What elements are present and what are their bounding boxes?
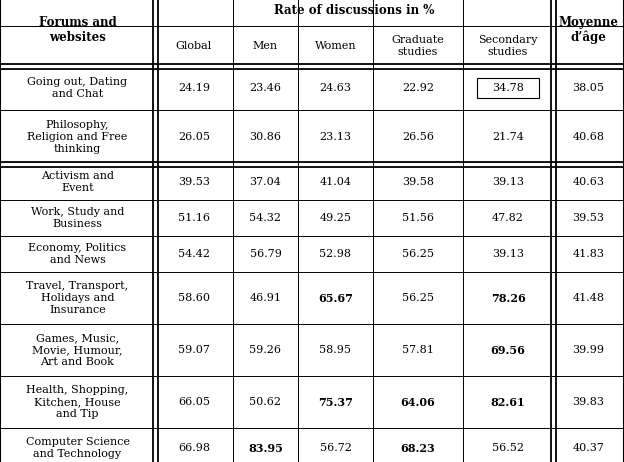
Text: 39.53: 39.53 bbox=[178, 177, 210, 187]
Text: 39.99: 39.99 bbox=[572, 345, 605, 355]
Text: Economy, Politics
and News: Economy, Politics and News bbox=[29, 243, 127, 265]
Text: 56.79: 56.79 bbox=[250, 249, 281, 259]
Text: 46.91: 46.91 bbox=[250, 293, 281, 303]
Text: Games, Music,
Movie, Humour,
Art and Book: Games, Music, Movie, Humour, Art and Boo… bbox=[32, 334, 123, 367]
Text: 40.68: 40.68 bbox=[572, 132, 605, 142]
Text: 39.83: 39.83 bbox=[572, 397, 605, 407]
Text: 41.04: 41.04 bbox=[319, 177, 351, 187]
Text: Activism and
Event: Activism and Event bbox=[41, 171, 114, 193]
Text: 21.74: 21.74 bbox=[492, 132, 524, 142]
Text: 78.26: 78.26 bbox=[490, 292, 525, 304]
Text: 58.60: 58.60 bbox=[178, 293, 210, 303]
Text: 56.25: 56.25 bbox=[402, 249, 434, 259]
Text: 40.63: 40.63 bbox=[572, 177, 605, 187]
Text: 54.42: 54.42 bbox=[178, 249, 210, 259]
Text: 66.98: 66.98 bbox=[178, 443, 210, 453]
Text: 30.86: 30.86 bbox=[250, 132, 281, 142]
Text: Going out, Dating
and Chat: Going out, Dating and Chat bbox=[27, 77, 127, 99]
Text: Men: Men bbox=[253, 41, 278, 51]
Text: 41.48: 41.48 bbox=[572, 293, 605, 303]
Text: 38.05: 38.05 bbox=[572, 83, 605, 93]
Text: 23.13: 23.13 bbox=[319, 132, 351, 142]
Text: Secondary
studies: Secondary studies bbox=[478, 35, 538, 57]
Text: 65.67: 65.67 bbox=[318, 292, 353, 304]
Text: Graduate
studies: Graduate studies bbox=[392, 35, 444, 57]
Text: 22.92: 22.92 bbox=[402, 83, 434, 93]
Text: 83.95: 83.95 bbox=[248, 443, 283, 454]
Text: Moyenne
d’âge: Moyenne d’âge bbox=[558, 16, 618, 44]
Text: 24.63: 24.63 bbox=[319, 83, 351, 93]
Text: 56.72: 56.72 bbox=[319, 443, 351, 453]
Text: 41.83: 41.83 bbox=[572, 249, 605, 259]
Bar bbox=[477, 78, 539, 98]
Text: 39.58: 39.58 bbox=[402, 177, 434, 187]
Text: 40.37: 40.37 bbox=[573, 443, 605, 453]
Text: Health, Shopping,
Kitchen, House
and Tip: Health, Shopping, Kitchen, House and Tip bbox=[26, 385, 129, 419]
Text: Rate of discussions in %: Rate of discussions in % bbox=[274, 4, 434, 17]
Text: Global: Global bbox=[176, 41, 212, 51]
Text: 39.13: 39.13 bbox=[492, 249, 524, 259]
Text: Philosophy,
Religion and Free
thinking: Philosophy, Religion and Free thinking bbox=[27, 121, 128, 153]
Text: 56.25: 56.25 bbox=[402, 293, 434, 303]
Text: 34.78: 34.78 bbox=[492, 83, 524, 93]
Text: 54.32: 54.32 bbox=[250, 213, 281, 223]
Text: 50.62: 50.62 bbox=[250, 397, 281, 407]
Text: 68.23: 68.23 bbox=[401, 443, 436, 454]
Text: 51.56: 51.56 bbox=[402, 213, 434, 223]
Text: 39.13: 39.13 bbox=[492, 177, 524, 187]
Text: 26.56: 26.56 bbox=[402, 132, 434, 142]
Text: Forums and
websites: Forums and websites bbox=[39, 16, 116, 44]
Text: 39.53: 39.53 bbox=[572, 213, 605, 223]
Text: 59.07: 59.07 bbox=[178, 345, 210, 355]
Text: 49.25: 49.25 bbox=[319, 213, 351, 223]
Text: 52.98: 52.98 bbox=[319, 249, 351, 259]
Text: 37.04: 37.04 bbox=[250, 177, 281, 187]
Text: 57.81: 57.81 bbox=[402, 345, 434, 355]
Text: Travel, Transport,
Holidays and
Insurance: Travel, Transport, Holidays and Insuranc… bbox=[26, 281, 129, 315]
Text: 64.06: 64.06 bbox=[401, 396, 436, 407]
Text: 26.05: 26.05 bbox=[178, 132, 210, 142]
Text: 59.26: 59.26 bbox=[250, 345, 281, 355]
Text: 47.82: 47.82 bbox=[492, 213, 524, 223]
Text: 75.37: 75.37 bbox=[318, 396, 353, 407]
Text: 56.52: 56.52 bbox=[492, 443, 524, 453]
Text: 51.16: 51.16 bbox=[178, 213, 210, 223]
Text: 23.46: 23.46 bbox=[250, 83, 281, 93]
Text: Women: Women bbox=[314, 41, 356, 51]
Text: 66.05: 66.05 bbox=[178, 397, 210, 407]
Text: 58.95: 58.95 bbox=[319, 345, 351, 355]
Text: Computer Science
and Technology: Computer Science and Technology bbox=[26, 437, 130, 459]
Text: 24.19: 24.19 bbox=[178, 83, 210, 93]
Text: Work, Study and
Business: Work, Study and Business bbox=[31, 207, 124, 229]
Text: 69.56: 69.56 bbox=[490, 345, 525, 355]
Text: 82.61: 82.61 bbox=[490, 396, 525, 407]
